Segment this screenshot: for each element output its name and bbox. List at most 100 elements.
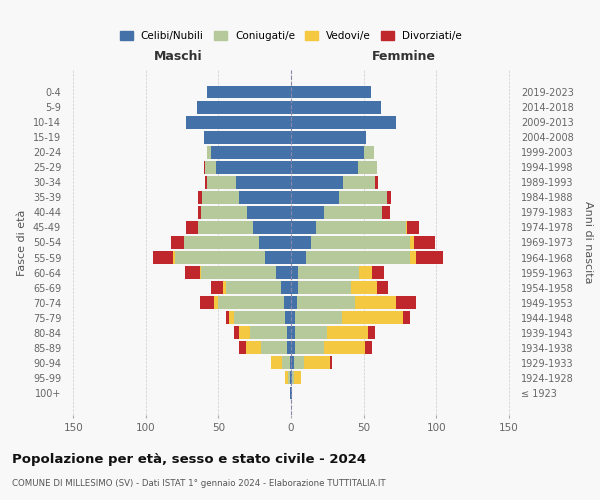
Bar: [355, 296, 395, 309]
Bar: [287, 342, 291, 354]
Bar: [291, 296, 297, 309]
Bar: [291, 312, 295, 324]
Bar: [187, 221, 198, 234]
Bar: [298, 281, 350, 294]
Bar: [291, 236, 311, 249]
Bar: [410, 236, 415, 249]
Bar: [403, 312, 410, 324]
Bar: [205, 161, 215, 173]
Bar: [175, 251, 265, 264]
Bar: [281, 281, 291, 294]
Bar: [291, 100, 381, 114]
Bar: [294, 372, 301, 384]
Bar: [291, 221, 316, 234]
Bar: [291, 161, 358, 173]
Bar: [291, 191, 339, 204]
Bar: [284, 296, 291, 309]
Bar: [291, 326, 295, 339]
Bar: [359, 266, 372, 279]
Bar: [184, 236, 259, 249]
Bar: [200, 296, 214, 309]
Bar: [285, 312, 291, 324]
Bar: [297, 296, 355, 309]
Bar: [223, 281, 226, 294]
Bar: [305, 251, 410, 264]
Bar: [218, 296, 284, 309]
Bar: [235, 312, 285, 324]
Bar: [211, 146, 291, 158]
Bar: [327, 326, 368, 339]
Bar: [239, 326, 250, 339]
Bar: [239, 191, 291, 204]
Bar: [364, 146, 374, 158]
Bar: [330, 356, 332, 369]
Legend: Celibi/Nubili, Coniugati/e, Vedovi/e, Divorziati/e: Celibi/Nubili, Coniugati/e, Vedovi/e, Di…: [116, 27, 466, 45]
Bar: [214, 296, 218, 309]
Bar: [215, 161, 291, 173]
Bar: [291, 176, 343, 188]
Bar: [291, 206, 325, 219]
Bar: [291, 372, 292, 384]
Text: COMUNE DI MILLESIMO (SV) - Dati ISTAT 1° gennaio 2024 - Elaborazione TUTTITALIA.: COMUNE DI MILLESIMO (SV) - Dati ISTAT 1°…: [12, 479, 386, 488]
Bar: [291, 356, 294, 369]
Bar: [235, 326, 239, 339]
Bar: [304, 356, 330, 369]
Bar: [200, 266, 201, 279]
Bar: [207, 146, 211, 158]
Bar: [198, 191, 202, 204]
Bar: [339, 191, 387, 204]
Bar: [416, 251, 443, 264]
Bar: [204, 131, 291, 143]
Bar: [197, 100, 291, 114]
Bar: [277, 266, 291, 279]
Bar: [287, 326, 291, 339]
Y-axis label: Anni di nascita: Anni di nascita: [583, 201, 593, 284]
Bar: [207, 86, 291, 98]
Bar: [395, 296, 416, 309]
Bar: [291, 116, 395, 128]
Bar: [358, 161, 377, 173]
Bar: [170, 236, 184, 249]
Bar: [291, 146, 364, 158]
Bar: [260, 342, 287, 354]
Bar: [201, 266, 277, 279]
Bar: [295, 312, 342, 324]
Bar: [253, 221, 291, 234]
Bar: [382, 206, 390, 219]
Bar: [415, 236, 435, 249]
Bar: [406, 221, 407, 234]
Bar: [407, 221, 419, 234]
Bar: [198, 206, 201, 219]
Bar: [291, 251, 305, 264]
Bar: [246, 342, 260, 354]
Bar: [375, 176, 378, 188]
Bar: [295, 342, 325, 354]
Bar: [226, 312, 229, 324]
Bar: [207, 176, 236, 188]
Bar: [290, 372, 291, 384]
Bar: [185, 266, 200, 279]
Bar: [211, 281, 223, 294]
Bar: [173, 251, 175, 264]
Bar: [350, 281, 377, 294]
Bar: [282, 356, 290, 369]
Bar: [187, 116, 291, 128]
Bar: [343, 176, 375, 188]
Bar: [265, 251, 291, 264]
Bar: [387, 191, 391, 204]
Bar: [290, 356, 291, 369]
Bar: [291, 131, 367, 143]
Bar: [291, 342, 295, 354]
Bar: [229, 312, 235, 324]
Bar: [291, 281, 298, 294]
Bar: [410, 251, 416, 264]
Bar: [377, 281, 388, 294]
Bar: [239, 342, 246, 354]
Bar: [298, 266, 359, 279]
Bar: [202, 191, 239, 204]
Bar: [250, 326, 287, 339]
Bar: [236, 176, 291, 188]
Bar: [291, 266, 298, 279]
Bar: [259, 236, 291, 249]
Bar: [288, 372, 290, 384]
